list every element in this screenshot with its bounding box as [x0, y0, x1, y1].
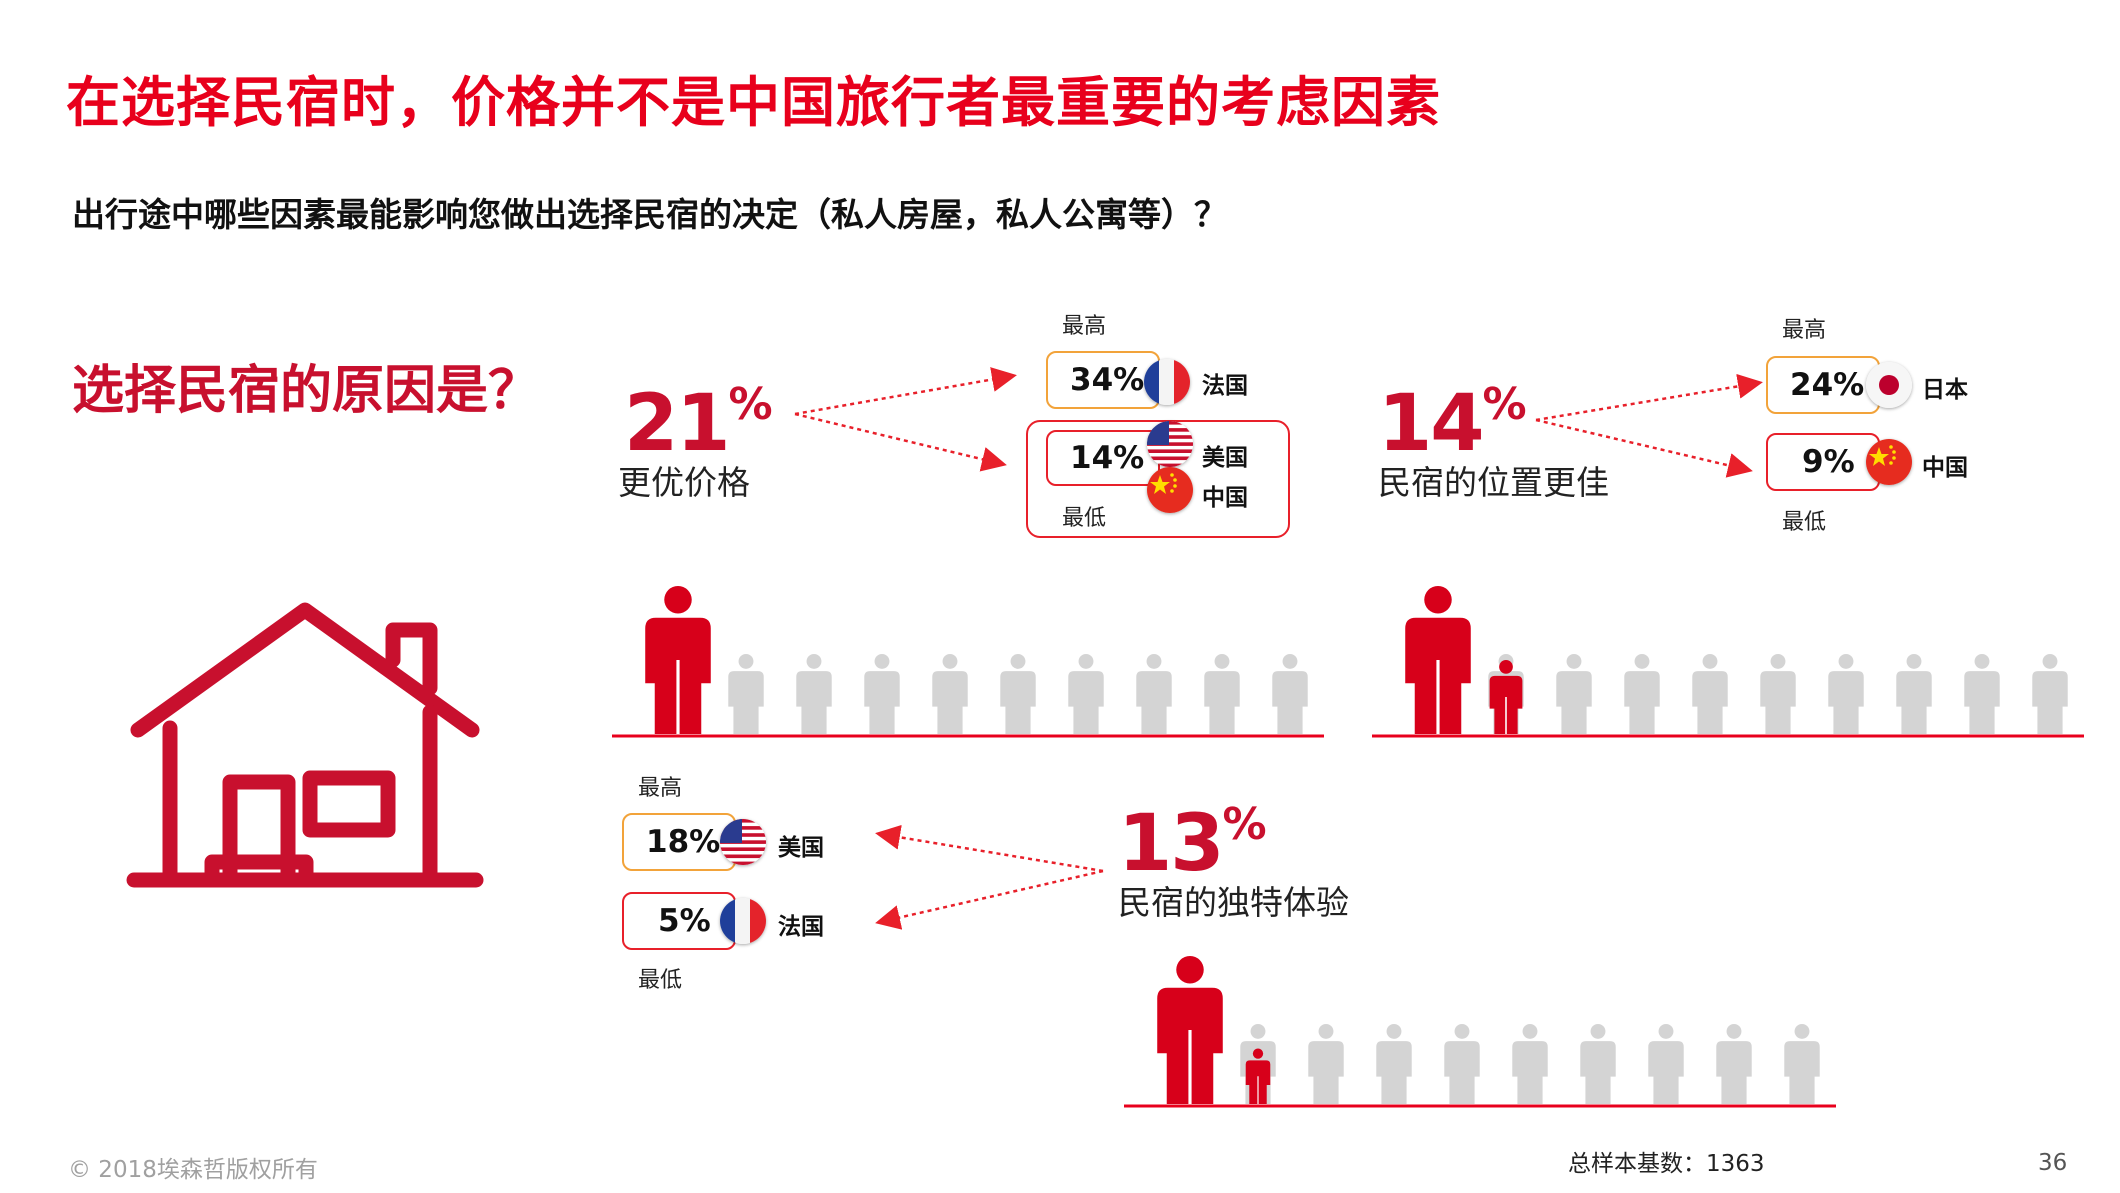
lowest-label-3: 最低	[638, 968, 683, 993]
highest-value: 18%	[646, 824, 721, 860]
person-icon	[1716, 1024, 1752, 1104]
lowest-value: 5%	[658, 903, 711, 939]
china-flag-icon	[1147, 467, 1193, 513]
highest-value: 34%	[1070, 362, 1145, 398]
usa-flag-icon	[1147, 421, 1193, 467]
highest-box-3: 18%	[622, 813, 736, 871]
page-number: 36	[2038, 1150, 2068, 1176]
person-icon	[1828, 654, 1864, 734]
highest-label-1: 最高	[1062, 314, 1107, 339]
person-icon	[1376, 1024, 1412, 1104]
person-highlight-icon	[1405, 586, 1471, 734]
france-flag-icon	[720, 898, 766, 944]
house-icon	[126, 602, 484, 888]
person-icon	[1068, 654, 1104, 734]
highest-box-1: 34%	[1046, 351, 1160, 409]
reason-percent-3: 13%	[1118, 803, 1267, 884]
person-highlight-icon	[1157, 956, 1223, 1104]
reason-percent-value: 14	[1378, 379, 1485, 469]
china-flag-icon	[1866, 439, 1912, 485]
japan-flag-icon	[1866, 362, 1912, 408]
lowest-country-1b: 中国	[1202, 485, 1248, 511]
reason-percent-value: 21	[624, 379, 731, 469]
person-partial-icon	[1489, 660, 1523, 734]
lowest-group-box-1	[1026, 420, 1290, 538]
highest-value: 24%	[1790, 367, 1865, 403]
reason-label-2: 民宿的位置更佳	[1378, 463, 1609, 502]
person-highlight-icon	[645, 586, 711, 734]
person-icon	[2032, 654, 2068, 734]
person-icon	[1896, 654, 1932, 734]
reason-percent-2: 14%	[1378, 383, 1527, 464]
percent-sign: %	[1482, 379, 1527, 430]
people-row-3	[1124, 956, 1836, 1108]
lowest-box-3: 5%	[622, 892, 736, 950]
person-icon	[1444, 1024, 1480, 1104]
person-icon	[1964, 654, 2000, 734]
person-icon	[1512, 1024, 1548, 1104]
person-icon	[1760, 654, 1796, 734]
page-title: 在选择民宿时，价格并不是中国旅行者最重要的考虑因素	[66, 71, 1441, 134]
person-icon	[1136, 654, 1172, 734]
percent-sign: %	[1222, 799, 1267, 850]
person-icon	[932, 654, 968, 734]
reason-percent-value: 13	[1118, 799, 1225, 889]
person-icon	[1580, 1024, 1616, 1104]
lowest-box-1: 14%	[1046, 430, 1160, 486]
highest-country-1: 法国	[1202, 373, 1248, 399]
lowest-label-1: 最低	[1062, 506, 1107, 531]
people-row-2	[1372, 586, 2084, 738]
reason-label-1: 更优价格	[618, 463, 750, 502]
sample-size-text: 总样本基数：1363	[1568, 1151, 1765, 1177]
france-flag-icon	[1144, 359, 1190, 405]
percent-sign: %	[728, 379, 773, 430]
reason-percent-1: 21%	[624, 383, 773, 464]
highest-box-2: 24%	[1766, 356, 1880, 414]
person-icon	[728, 654, 764, 734]
lowest-box-2: 9%	[1766, 433, 1880, 491]
lowest-value: 14%	[1070, 440, 1145, 476]
survey-question: 出行途中哪些因素最能影响您做出选择民宿的决定（私人房屋，私人公寓等）？	[72, 195, 1227, 234]
person-icon	[1272, 654, 1308, 734]
person-icon	[1692, 654, 1728, 734]
lowest-label-2: 最低	[1782, 510, 1827, 535]
lowest-country-1a: 美国	[1202, 445, 1248, 471]
reason-label-3: 民宿的独特体验	[1118, 883, 1349, 922]
person-icon	[1204, 654, 1240, 734]
highest-country-2: 日本	[1922, 377, 1968, 403]
person-icon	[1308, 1024, 1344, 1104]
person-icon	[1624, 654, 1660, 734]
lowest-country-3: 法国	[778, 914, 824, 940]
person-icon	[1000, 654, 1036, 734]
lowest-value: 9%	[1802, 444, 1855, 480]
person-icon	[1556, 654, 1592, 734]
usa-flag-icon	[720, 819, 766, 865]
copyright-text: © 2018埃森哲版权所有	[68, 1157, 318, 1183]
section-subhead: 选择民宿的原因是？	[72, 361, 541, 421]
lowest-country-2: 中国	[1922, 455, 1968, 481]
person-icon	[1784, 1024, 1820, 1104]
people-row-1	[612, 586, 1324, 738]
highest-label-2: 最高	[1782, 318, 1827, 343]
person-icon	[1648, 1024, 1684, 1104]
person-icon	[864, 654, 900, 734]
person-icon	[796, 654, 832, 734]
highest-country-3: 美国	[778, 835, 824, 861]
highest-label-3: 最高	[638, 776, 683, 801]
person-partial-icon	[1245, 1048, 1271, 1104]
